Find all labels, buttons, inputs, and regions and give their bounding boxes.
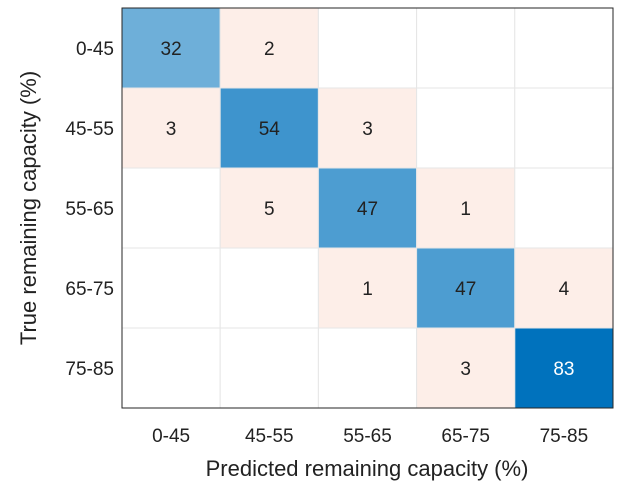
heatmap-cell-r0-c2 bbox=[317, 7, 418, 89]
y-tick-label-0: 0-45 bbox=[76, 39, 114, 60]
cell-value-r3-c2: 1 bbox=[362, 279, 373, 300]
cell-value-r4-c4: 83 bbox=[553, 359, 574, 380]
cell-value-r0-c0: 32 bbox=[161, 39, 182, 60]
heatmap-cell-r4-c1 bbox=[219, 327, 319, 409]
heatmap-cell-r3-c2 bbox=[317, 247, 418, 329]
heatmap-cell-labels: 32 2 3 54 3 5 47 1 1 47 4 3 83 bbox=[161, 39, 575, 380]
heatmap-cell-r1-c2 bbox=[317, 87, 418, 169]
cell-value-r3-c3: 47 bbox=[455, 279, 476, 300]
heatmap-cell-r1-c3 bbox=[416, 87, 516, 169]
cell-value-r2-c1: 5 bbox=[264, 199, 275, 220]
heatmap-cell-r4-c0 bbox=[121, 327, 221, 409]
cell-value-r2-c2: 47 bbox=[357, 199, 378, 220]
heatmap-cell-r0-c4 bbox=[514, 7, 614, 89]
x-axis-title: Predicted remaining capacity (%) bbox=[206, 456, 529, 481]
heatmap-cell-r2-c0 bbox=[121, 167, 221, 249]
heatmap-cell-r4-c4 bbox=[514, 327, 614, 409]
heatmap-cell-r4-c2 bbox=[317, 327, 418, 409]
y-tick-label-2: 55-65 bbox=[65, 199, 114, 220]
plot-frame bbox=[121, 7, 614, 409]
heatmap-cells bbox=[121, 7, 614, 409]
heatmap-cell-r0-c1 bbox=[219, 7, 319, 89]
cell-value-r2-c3: 1 bbox=[460, 199, 471, 220]
heatmap-cell-r2-c3 bbox=[416, 167, 516, 249]
heatmap-cell-r0-c0 bbox=[121, 7, 221, 89]
cell-value-r1-c2: 3 bbox=[362, 119, 373, 140]
x-tick-label-1: 45-55 bbox=[245, 426, 294, 447]
y-axis-title: True remaining capacity (%) bbox=[16, 71, 41, 345]
cell-value-r0-c1: 2 bbox=[264, 39, 275, 60]
y-tick-label-3: 65-75 bbox=[65, 279, 114, 300]
x-tick-label-4: 75-85 bbox=[540, 426, 589, 447]
heatmap-cell-r2-c2 bbox=[317, 167, 418, 249]
heatmap-cell-r3-c0 bbox=[121, 247, 221, 329]
cell-value-r1-c0: 3 bbox=[166, 119, 177, 140]
heatmap-cell-r1-c4 bbox=[514, 87, 614, 169]
cell-value-r1-c1: 54 bbox=[259, 119, 281, 140]
y-tick-label-4: 75-85 bbox=[65, 359, 114, 380]
heatmap-cell-r1-c0 bbox=[121, 87, 221, 169]
heatmap-cell-r3-c4 bbox=[514, 247, 614, 329]
x-axis-tick-labels: 0-45 45-55 55-65 65-75 75-85 bbox=[152, 426, 588, 447]
heatmap-cell-r3-c1 bbox=[219, 247, 319, 329]
x-tick-label-2: 55-65 bbox=[343, 426, 392, 447]
heatmap-cell-r2-c4 bbox=[514, 167, 614, 249]
heatmap-cell-r0-c3 bbox=[416, 7, 516, 89]
cell-value-r4-c3: 3 bbox=[460, 359, 471, 380]
cell-value-r3-c4: 4 bbox=[559, 279, 570, 300]
heatmap-cell-r2-c1 bbox=[219, 167, 319, 249]
heatmap-cell-r3-c3 bbox=[416, 247, 516, 329]
x-tick-label-0: 0-45 bbox=[152, 426, 190, 447]
y-axis-tick-labels: 0-45 45-55 55-65 65-75 75-85 bbox=[65, 39, 114, 380]
y-tick-label-1: 45-55 bbox=[65, 119, 114, 140]
x-tick-label-3: 65-75 bbox=[441, 426, 490, 447]
